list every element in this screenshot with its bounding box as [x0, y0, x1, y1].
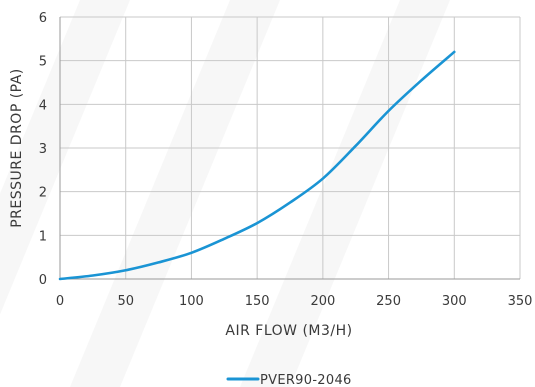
- series-layer: [58, 50, 456, 281]
- x-tick-label: 150: [245, 294, 270, 309]
- background-decoration: [0, 0, 450, 387]
- y-tick-label: 6: [39, 11, 47, 26]
- axes: [59, 17, 520, 280]
- x-tick-label: 200: [310, 294, 335, 309]
- x-tick-label: 0: [56, 294, 64, 309]
- x-tick-label: 300: [442, 294, 467, 309]
- y-tick-label: 5: [39, 55, 47, 70]
- x-tick-label: 350: [508, 294, 533, 309]
- x-tick-label: 100: [179, 294, 204, 309]
- x-tick-label: 250: [376, 294, 401, 309]
- y-tick-label: 1: [39, 229, 47, 244]
- background-stripe: [240, 0, 450, 387]
- y-tick-label: 3: [39, 142, 47, 157]
- background-stripe: [0, 0, 130, 315]
- background-stripe: [70, 0, 280, 387]
- legend-label: PVER90-2046: [260, 373, 352, 387]
- y-tick-label: 2: [39, 186, 47, 201]
- x-tick-labels: 0 50 100 150 200 250 300 350: [56, 294, 533, 309]
- series-line: [58, 50, 456, 281]
- y-axis-title: PRESSURE DROP (PA): [9, 68, 25, 228]
- legend: PVER90-2046: [226, 373, 352, 387]
- y-tick-label: 0: [39, 273, 47, 288]
- x-tick-label: 50: [117, 294, 134, 309]
- x-axis-title: AIR FLOW (M3/H): [225, 323, 352, 339]
- y-tick-label: 4: [39, 98, 47, 113]
- y-tick-labels: 0 1 2 3 4 5 6: [39, 11, 47, 288]
